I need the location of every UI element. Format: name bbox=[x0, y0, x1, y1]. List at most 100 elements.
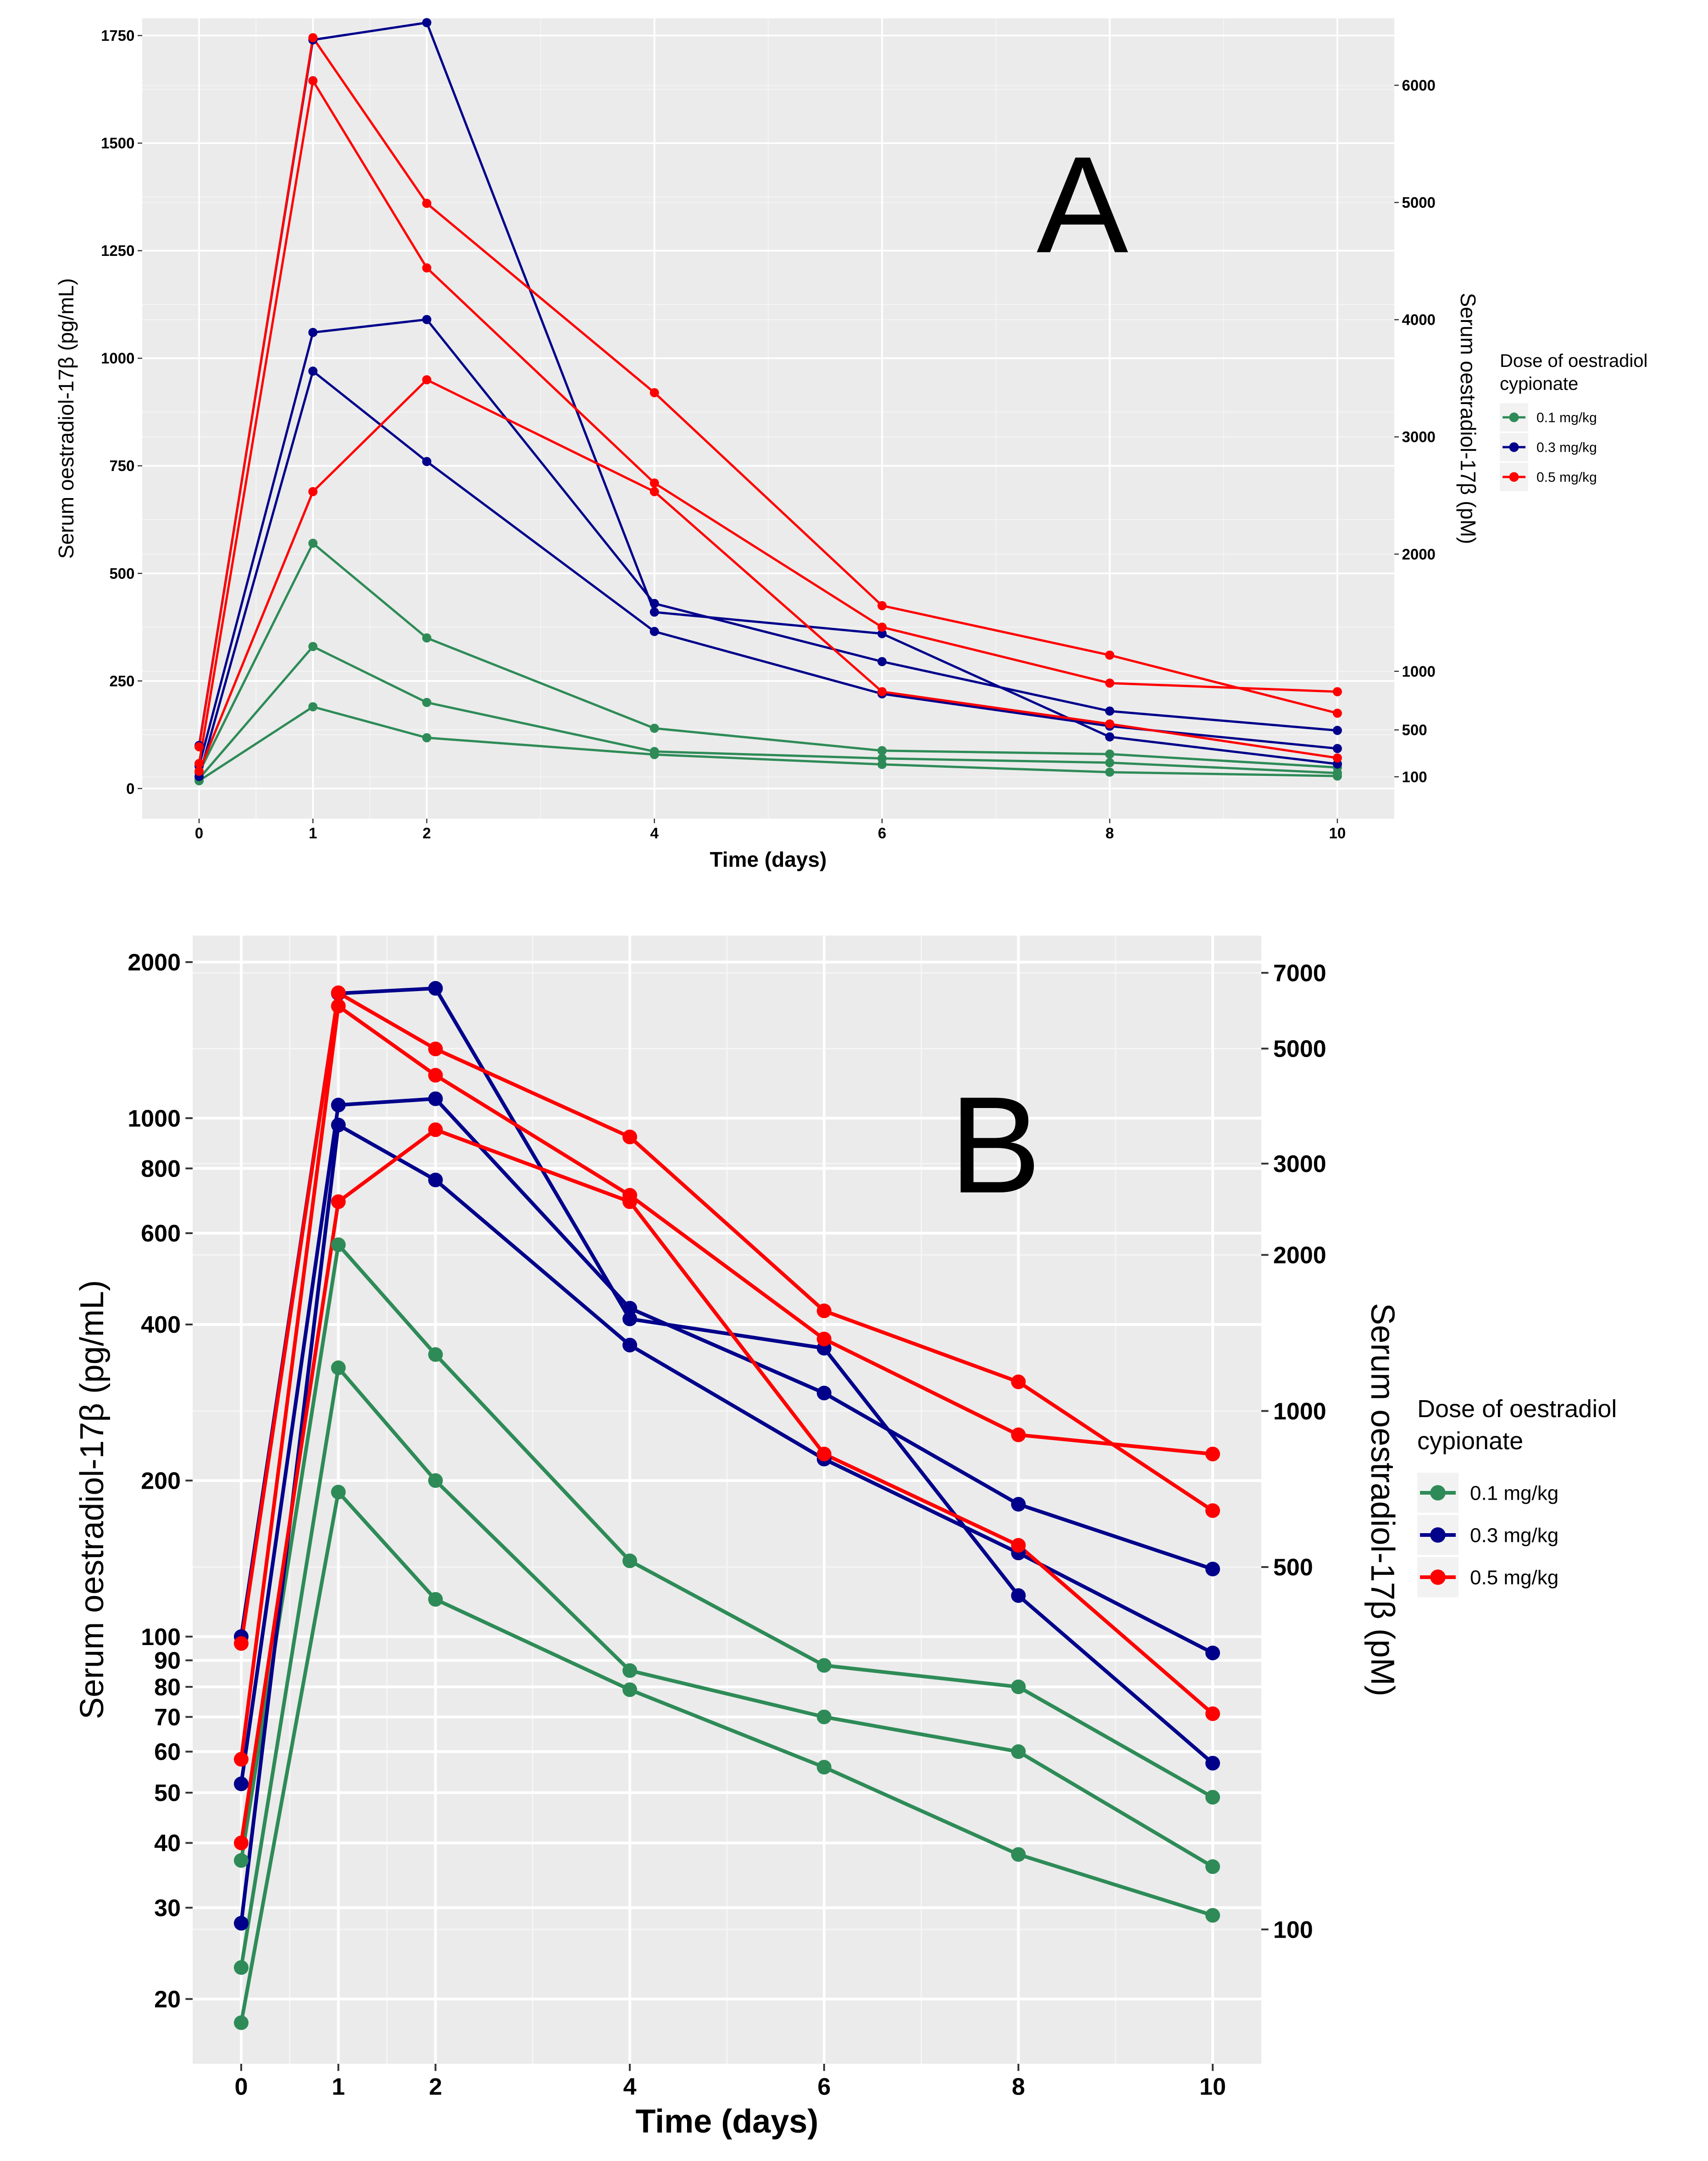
data-point bbox=[649, 598, 659, 608]
data-point bbox=[816, 1446, 832, 1462]
data-point bbox=[1105, 719, 1115, 729]
data-point bbox=[1332, 709, 1342, 718]
data-point bbox=[1205, 1706, 1220, 1721]
data-point bbox=[1332, 744, 1342, 754]
data-point bbox=[233, 1960, 249, 1975]
y-tick-label: 750 bbox=[109, 457, 134, 474]
data-point bbox=[1105, 732, 1115, 742]
y2-axis-title: Serum oestradiol-17β (pM) bbox=[1456, 293, 1480, 544]
x-tick-label: 2 bbox=[422, 825, 431, 842]
data-point bbox=[331, 1485, 346, 1500]
legend-key-point bbox=[1509, 412, 1519, 422]
y2-axis-title: Serum oestradiol-17β (pM) bbox=[1364, 1303, 1401, 1696]
data-point bbox=[308, 76, 318, 86]
data-point bbox=[428, 1473, 443, 1488]
data-point bbox=[816, 1658, 832, 1673]
data-point bbox=[331, 1194, 346, 1209]
legend-key-point bbox=[1430, 1485, 1446, 1501]
x-tick-label: 8 bbox=[1012, 2074, 1025, 2100]
y-tick-label: 70 bbox=[154, 1704, 181, 1731]
data-point bbox=[308, 642, 318, 651]
x-tick-label: 0 bbox=[195, 825, 203, 842]
data-point bbox=[816, 1760, 832, 1775]
data-point bbox=[1205, 1646, 1220, 1661]
data-point bbox=[428, 1068, 443, 1083]
data-point bbox=[194, 759, 204, 768]
data-point bbox=[1332, 753, 1342, 763]
data-point bbox=[331, 1360, 346, 1375]
y2-tick-label: 6000 bbox=[1402, 77, 1436, 94]
data-point bbox=[422, 18, 432, 28]
data-point bbox=[308, 487, 318, 496]
data-point bbox=[428, 1592, 443, 1607]
y-tick-label: 1500 bbox=[101, 135, 134, 152]
data-point bbox=[1011, 1679, 1026, 1695]
y2-tick-label: 7000 bbox=[1273, 960, 1326, 986]
data-point bbox=[877, 746, 887, 755]
legend-key-point bbox=[1509, 442, 1519, 452]
y-tick-label: 500 bbox=[109, 565, 134, 582]
y-tick-label: 80 bbox=[154, 1674, 181, 1701]
x-tick-label: 10 bbox=[1199, 2074, 1226, 2100]
y-tick-label: 400 bbox=[141, 1312, 181, 1338]
data-point bbox=[622, 1553, 638, 1568]
legend-entry-label: 0.3 mg/kg bbox=[1470, 1524, 1558, 1546]
data-point bbox=[331, 985, 346, 1000]
data-point bbox=[1011, 1588, 1026, 1603]
data-point bbox=[1105, 749, 1115, 759]
y-tick-label: 1000 bbox=[128, 1105, 181, 1132]
y2-tick-label: 4000 bbox=[1402, 311, 1436, 328]
y-tick-label: 30 bbox=[154, 1895, 181, 1922]
data-point bbox=[877, 759, 887, 769]
x-tick-label: 4 bbox=[623, 2074, 637, 2100]
data-point bbox=[1011, 1427, 1026, 1442]
data-point bbox=[622, 1311, 638, 1326]
x-tick-label: 6 bbox=[878, 825, 886, 842]
data-point bbox=[1205, 1503, 1220, 1518]
data-point bbox=[1011, 1538, 1026, 1553]
y-tick-label: 200 bbox=[141, 1468, 181, 1494]
data-point bbox=[428, 1091, 443, 1106]
y-tick-label: 40 bbox=[154, 1830, 181, 1857]
data-point bbox=[308, 33, 318, 43]
data-point bbox=[422, 698, 432, 707]
data-point bbox=[308, 366, 318, 376]
y-tick-label: 1250 bbox=[101, 242, 134, 259]
data-point bbox=[1105, 758, 1115, 768]
data-point bbox=[331, 1118, 346, 1133]
data-point bbox=[877, 657, 887, 666]
data-point bbox=[331, 1237, 346, 1252]
data-point bbox=[622, 1130, 638, 1145]
legend-entry-label: 0.5 mg/kg bbox=[1536, 470, 1597, 485]
data-point bbox=[622, 1337, 638, 1352]
data-point bbox=[1011, 1374, 1026, 1390]
legend-key-point bbox=[1509, 472, 1519, 482]
data-point bbox=[308, 702, 318, 712]
y-tick-label: 250 bbox=[109, 672, 134, 689]
data-point bbox=[422, 633, 432, 643]
data-point bbox=[1011, 1744, 1026, 1759]
data-point bbox=[422, 733, 432, 742]
data-point bbox=[649, 626, 659, 636]
data-point bbox=[1011, 1497, 1026, 1512]
y-tick-label: 90 bbox=[154, 1648, 181, 1674]
data-point bbox=[428, 1042, 443, 1057]
x-tick-label: 0 bbox=[234, 2074, 248, 2100]
data-point bbox=[422, 457, 432, 466]
data-point bbox=[1332, 771, 1342, 781]
y2-tick-label: 500 bbox=[1402, 721, 1427, 738]
data-point bbox=[1105, 650, 1115, 660]
legend-title: Dose of oestradiol bbox=[1500, 351, 1647, 371]
data-point bbox=[1105, 706, 1115, 716]
data-point bbox=[194, 766, 204, 776]
data-point bbox=[649, 607, 659, 617]
data-point bbox=[428, 1172, 443, 1187]
data-point bbox=[308, 327, 318, 337]
x-tick-label: 1 bbox=[332, 2074, 345, 2100]
panel-label: A bbox=[1037, 127, 1129, 282]
data-point bbox=[233, 1776, 249, 1791]
legend-title: cypionate bbox=[1417, 1427, 1523, 1455]
data-point bbox=[816, 1385, 832, 1401]
data-point bbox=[1332, 726, 1342, 735]
